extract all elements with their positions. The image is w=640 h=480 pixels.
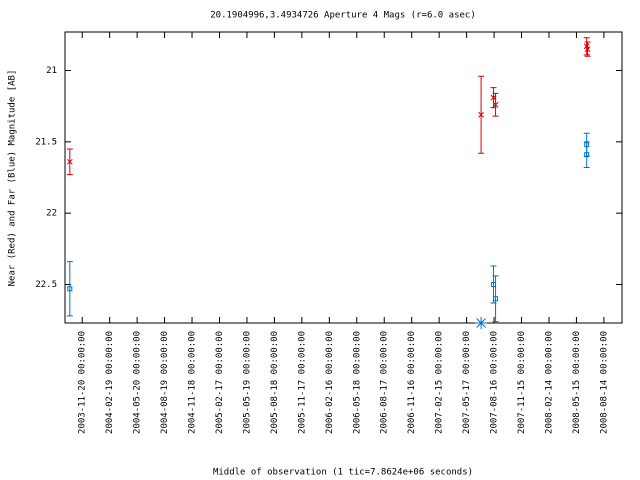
x-tick-label: 2004-08-19 00:00:00 (160, 331, 170, 434)
marker (492, 101, 499, 108)
x-tick-label: 2008-08-14 00:00:00 (599, 331, 609, 434)
x-tick-label: 2004-02-19 00:00:00 (105, 331, 115, 434)
x-axis-label: Middle of observation (1 tic=7.8624e+06 … (213, 468, 473, 478)
x-tick-label: 2004-11-18 00:00:00 (188, 331, 198, 434)
x-tick-label: 2007-05-17 00:00:00 (462, 331, 472, 434)
y-tick-label: 21.5 (35, 137, 57, 147)
y-tick-label: 22 (46, 209, 57, 219)
error-bar (492, 275, 499, 323)
x-tick-label: 2007-08-16 00:00:00 (490, 331, 500, 434)
x-tick-label: 2008-02-14 00:00:00 (544, 331, 554, 434)
x-tick-label: 2005-02-17 00:00:00 (215, 331, 225, 434)
marker (584, 46, 591, 52)
x-tick-label: 2006-02-16 00:00:00 (325, 331, 335, 434)
error-bar (583, 141, 590, 169)
x-tick-label: 2005-08-18 00:00:00 (270, 331, 280, 434)
x-tick-label: 2007-11-15 00:00:00 (517, 331, 527, 434)
y-axis-label: Near (Red) and Far (Blue) Magnitude [AB] (8, 70, 18, 287)
marker (67, 286, 73, 292)
marker (584, 152, 590, 158)
x-tick-label: 2006-05-18 00:00:00 (352, 331, 362, 434)
marker (493, 296, 499, 302)
error-bar (66, 261, 73, 317)
x-tick-label: 2008-05-15 00:00:00 (572, 331, 582, 434)
marker (478, 111, 484, 118)
plot-frame (64, 31, 623, 324)
x-tick-label: 2003-11-20 00:00:00 (78, 331, 88, 434)
x-tick-label: 2004-05-20 00:00:00 (133, 331, 143, 434)
x-tick-label: 2005-05-19 00:00:00 (242, 331, 252, 434)
x-tick-label: 2006-11-16 00:00:00 (407, 331, 417, 434)
y-tick-label: 22.5 (35, 280, 57, 290)
y-tick-label: 21 (46, 66, 57, 76)
x-tick-label: 2007-02-15 00:00:00 (435, 331, 445, 434)
x-tick-label: 2005-11-17 00:00:00 (297, 331, 307, 434)
marker (66, 158, 73, 165)
chart-title: 20.1904996,3.4934726 Aperture 4 Mags (r=… (210, 11, 476, 21)
marker (475, 317, 488, 329)
x-tick-label: 2006-08-17 00:00:00 (380, 331, 390, 434)
